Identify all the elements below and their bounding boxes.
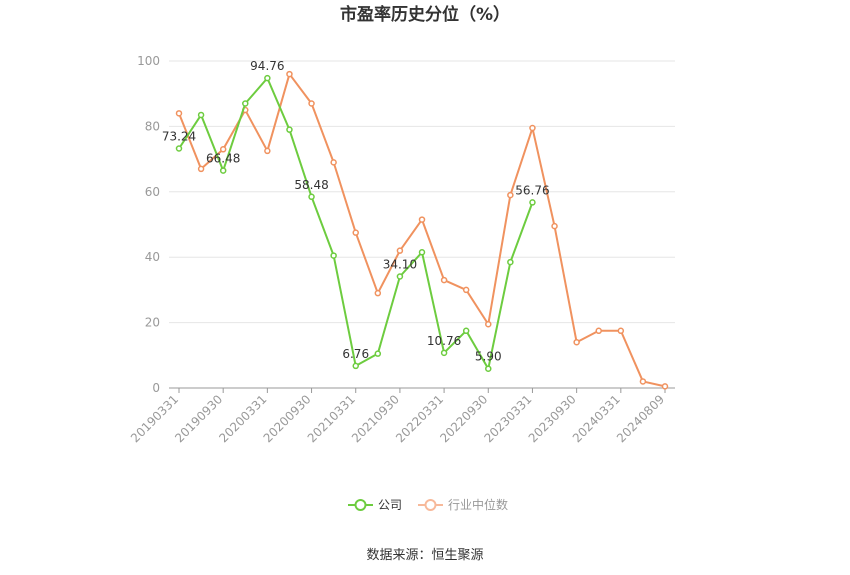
data-point-0-12 [440,349,448,357]
data-point-1-16 [529,124,536,132]
data-point-1-21 [639,378,647,385]
data-label-0-14: 5.90 [475,350,502,364]
y-tick-label-0: 0 [152,381,160,395]
y-tick-label-20: 20 [145,316,160,330]
data-point-1-18 [573,338,580,346]
data-point-1-2 [219,146,227,153]
data-label-0-0: 73.24 [162,130,196,144]
data-point-0-10 [396,273,404,280]
chart-title: 市盈率历史分位（%） [340,4,510,25]
grid [169,60,675,324]
data-point-1-1 [197,165,205,173]
series-line-0 [178,77,534,370]
data-point-1-12 [440,276,448,284]
series-layer [175,70,669,390]
y-tick-label-80: 80 [145,119,160,133]
data-point-0-0 [175,145,183,152]
data-point-0-9 [374,350,382,357]
data-point-0-6 [308,193,315,201]
data-point-0-8 [352,362,359,370]
data-point-0-2 [219,167,227,174]
data-point-0-16 [529,199,536,206]
data-point-1-19 [595,327,602,335]
legend-swatch-marker-1 [424,499,437,511]
data-point-0-3 [242,100,249,107]
legend-label-0: 公司 [378,498,402,512]
data-label-0-12: 10.76 [427,334,461,348]
legend-label-1: 行业中位数 [448,497,508,512]
y-tick-label-40: 40 [145,250,160,264]
data-point-1-0 [175,110,183,117]
data-point-1-6 [308,100,315,107]
data-label-0-10: 34.10 [383,257,417,271]
data-label-0-8: 6.76 [342,347,369,361]
data-point-1-14 [485,320,492,328]
y-tick-label-100: 100 [137,54,160,68]
data-point-1-5 [286,70,293,78]
data-point-1-11 [418,216,426,223]
legend-swatch-marker-0 [354,499,367,511]
data-point-1-4 [264,147,271,155]
data-point-0-15 [507,258,514,266]
data-point-1-9 [374,289,382,297]
data-point-0-7 [330,252,337,259]
x-tick-label-20240809: 20240809 [614,392,667,445]
data-point-1-22 [661,383,669,390]
data-label-0-16: 56.76 [515,183,549,197]
data-point-1-17 [551,222,558,230]
data-point-1-20 [617,327,625,335]
data-point-1-8 [352,229,359,236]
legend[interactable]: 公司 行业中位数 [348,497,508,512]
data-point-1-7 [330,159,337,166]
data-label-0-2: 66.48 [206,152,240,166]
data-point-0-5 [286,126,293,133]
data-point-0-1 [197,111,205,119]
data-label-0-6: 58.48 [294,178,328,192]
y-tick-label-60: 60 [145,185,160,199]
data-point-1-10 [396,247,404,254]
data-point-1-13 [462,286,470,294]
data-source: 数据来源：恒生聚源 [366,548,483,563]
data-point-0-13 [462,327,470,335]
legend-item-1[interactable]: 行业中位数 [418,497,508,512]
data-point-0-11 [418,249,426,256]
data-point-0-4 [264,74,271,82]
data-label-0-4: 94.76 [250,59,284,73]
data-point-1-15 [507,191,514,199]
data-labels: 73.24 66.48 94.76 58.48 6.76 34.10 10.76 5.90 56… [162,59,550,364]
data-point-0-14 [485,365,492,372]
series-line-1 [178,73,666,388]
legend-item-0[interactable]: 公司 [348,498,402,512]
